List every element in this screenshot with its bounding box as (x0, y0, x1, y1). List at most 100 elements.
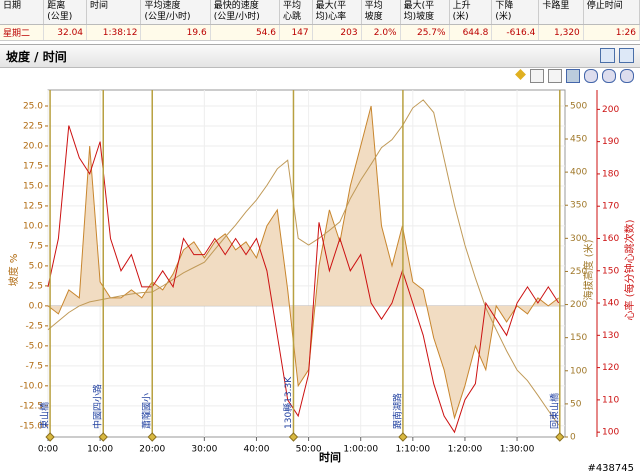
column-header: 上升 (米) (449, 0, 493, 25)
header-line: 下降 (495, 1, 514, 11)
column-header: 最大(平 均)坡度 (400, 0, 450, 25)
x-tick-label: 50:00 (296, 445, 322, 455)
chart-toolbar (515, 69, 634, 83)
table-cell: 1,320 (538, 24, 584, 41)
column-header: 下降 (米) (491, 0, 540, 25)
tool-button[interactable] (619, 48, 634, 63)
y-tick-label: 12.5 (23, 201, 43, 211)
column-header: 距离 (公里) (43, 0, 88, 25)
y2-axis-label: 海拔高度 (米) (582, 239, 595, 300)
x-axis-label: 时间 (319, 450, 341, 464)
y2-tick-label: 150 (570, 333, 587, 343)
y-tick-label: 7.5 (29, 241, 43, 251)
header-line: 最快的速度 (213, 1, 259, 11)
panel-title: 坡度 / 时间 (6, 50, 67, 64)
column-header: 停止时间 (583, 0, 640, 25)
y2-tick-label: 450 (570, 135, 587, 145)
x-tick-label: 1:00:00 (343, 445, 378, 455)
summary-table: 日期 距离 (公里) 时间 平均速度 (公里/小时) 最快的速度 (公里/小时) 平均 心跳 最大(… (0, 0, 640, 41)
y-tick-label: 15.0 (23, 181, 43, 191)
table-cell: 2.0% (361, 24, 401, 41)
toolbar (600, 48, 634, 63)
tool-button[interactable] (602, 69, 616, 83)
header-line: 平均 (282, 1, 301, 11)
header-line: 距离 (47, 1, 66, 11)
table-cell: 32.04 (43, 24, 88, 41)
column-header: 时间 (86, 0, 142, 25)
y3-tick-label: 150 (602, 266, 619, 276)
header-line: (公里) (47, 12, 73, 22)
marker-label: 東山橋 (39, 402, 51, 429)
table-cell: 147 (279, 24, 313, 41)
tool-button[interactable] (620, 69, 634, 83)
y2-tick-label: 50 (570, 399, 582, 409)
y3-tick-label: 120 (602, 363, 619, 373)
header-line: 日期 (3, 1, 22, 11)
column-header: 平均 心跳 (279, 0, 313, 25)
tool-button[interactable] (548, 69, 562, 83)
marker-label: 回東山橋 (548, 393, 560, 429)
chart: 时间 坡度 % 海拔高度 (米) 心率 (每分钟心跳次数) #438745 0:… (7, 89, 636, 474)
y2-tick-label: 400 (570, 168, 587, 178)
header-line: 均)坡度 (403, 12, 435, 22)
y3-tick-label: 180 (602, 169, 619, 179)
y-axis-label: 坡度 % (7, 254, 20, 287)
marker-label: 中國四小路 (92, 384, 104, 429)
x-tick-label: 30:00 (191, 445, 217, 455)
marker-label: 130縣13.3K (283, 376, 294, 429)
y-tick-label: -12.5 (20, 401, 43, 411)
marker-diamond (147, 432, 157, 442)
column-header: 日期 (0, 0, 45, 25)
y3-tick-label: 140 (602, 299, 619, 309)
table-row: 星期二 32.04 1:38:12 19.6 54.6 147 203 2.0% 25.7% 64… (0, 24, 640, 41)
header-line: 均)心率 (315, 12, 347, 22)
header-line: 平均 (364, 1, 383, 11)
tool-button[interactable] (600, 48, 615, 63)
x-tick-label: 10:00 (87, 445, 113, 455)
series-line (47, 125, 560, 434)
column-header: 平均速度 (公里/小时) (140, 0, 211, 25)
tool-button[interactable] (530, 69, 544, 83)
y2-tick-label: 100 (570, 366, 587, 376)
y-tick-label: -7.5 (25, 361, 43, 371)
y3-axis-label: 心率 (每分钟心跳次数) (623, 219, 636, 320)
tool-button[interactable] (566, 69, 580, 83)
header-line: 最大(平 (403, 1, 435, 11)
column-header: 最快的速度 (公里/小时) (210, 0, 280, 25)
tool-button[interactable] (584, 69, 598, 83)
header-line: (公里/小时) (213, 12, 260, 22)
header-line: (米) (495, 12, 512, 22)
marker-diamond (288, 432, 299, 442)
header-line: (米) (452, 12, 469, 22)
x-tick-label: 1:30:00 (500, 445, 535, 455)
column-header: 平均 坡度 (361, 0, 401, 25)
y-tick-label: 25.0 (23, 101, 43, 111)
y-tick-label: 2.5 (29, 281, 43, 291)
column-header: 最大(平 均)心率 (312, 0, 362, 25)
y3-tick-label: 200 (602, 105, 619, 115)
header-line: 卡路里 (542, 1, 570, 11)
table-cell: 644.8 (449, 24, 493, 41)
y-tick-label: 10.0 (23, 221, 43, 231)
y2-tick-label: 300 (570, 234, 587, 244)
x-tick-label: 40:00 (243, 445, 269, 455)
y-tick-label: -15.0 (20, 421, 44, 431)
y-tick-label: 17.5 (23, 161, 43, 171)
header-line: 坡度 (364, 12, 383, 22)
y2-tick-label: 0 (570, 433, 576, 443)
y2-tick-label: 200 (570, 300, 587, 310)
y-tick-label: 20.0 (23, 141, 43, 151)
y-tick-label: -5.0 (25, 341, 43, 351)
x-tick-label: 1:20:00 (448, 445, 483, 455)
y3-tick-label: 110 (602, 395, 619, 405)
panel-title-bar: 坡度 / 时间 (0, 44, 640, 83)
marker-diamond (555, 432, 565, 442)
y3-tick-label: 190 (602, 137, 619, 147)
y3-tick-label: 170 (602, 202, 619, 212)
x-tick-label: 0:00 (38, 445, 58, 455)
table-cell: 1:26 (583, 24, 640, 41)
y3-tick-label: 160 (602, 234, 619, 244)
series-area (48, 106, 559, 418)
header-line: 上升 (452, 1, 471, 11)
y-tick-label: 22.5 (23, 121, 43, 131)
